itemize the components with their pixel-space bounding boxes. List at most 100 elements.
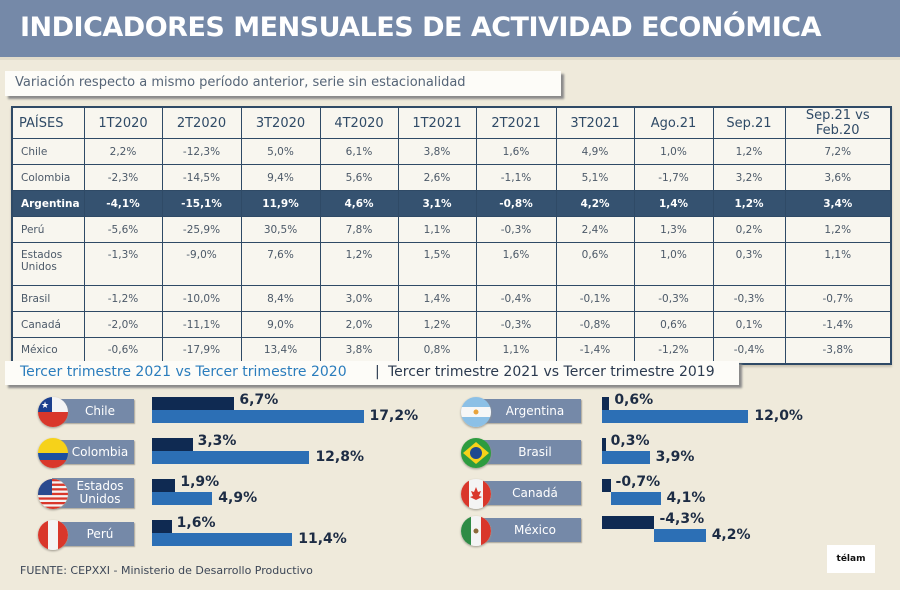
value-cell: -0,3% bbox=[475, 311, 557, 338]
argentina-flag bbox=[461, 397, 491, 427]
value-cell: 5,1% bbox=[555, 164, 635, 191]
value-cell: -3,8% bbox=[784, 337, 892, 364]
label-vs-2019: 1,9% bbox=[180, 474, 220, 490]
bar-vs-2019 bbox=[602, 516, 655, 529]
label-vs-2019: 0,3% bbox=[610, 433, 650, 449]
chile-flag: ★ bbox=[38, 397, 68, 427]
value-cell: 3,8% bbox=[397, 138, 477, 165]
value-cell: 1,1% bbox=[784, 242, 892, 286]
value-cell: -10,0% bbox=[161, 285, 242, 312]
bar-vs-2020 bbox=[654, 529, 706, 542]
value-cell: -11,1% bbox=[161, 311, 242, 338]
bar-vs-2020 bbox=[152, 410, 364, 423]
value-cell: 3,0% bbox=[319, 285, 399, 312]
value-cell: 1,5% bbox=[397, 242, 477, 286]
value-cell: -0,3% bbox=[712, 285, 786, 312]
value-cell: 7,6% bbox=[240, 242, 321, 286]
bar-vs-2019 bbox=[602, 397, 610, 410]
value-cell: 1,2% bbox=[319, 242, 399, 286]
bar-vs-2020 bbox=[152, 492, 213, 505]
value-cell: -4,1% bbox=[83, 190, 163, 217]
value-cell: -14,5% bbox=[161, 164, 242, 191]
value-cell: 13,4% bbox=[240, 337, 321, 364]
value-cell: 0,8% bbox=[397, 337, 477, 364]
value-cell: 1,3% bbox=[633, 216, 714, 243]
column-header: 1T2020 bbox=[83, 106, 163, 139]
country-label: México bbox=[475, 518, 581, 542]
column-header: 4T2020 bbox=[319, 106, 399, 139]
value-cell: -0,7% bbox=[784, 285, 892, 312]
value-cell: -1,2% bbox=[83, 285, 163, 312]
bar-vs-2020 bbox=[602, 451, 650, 464]
value-cell: -0,4% bbox=[475, 285, 557, 312]
country-label: Canadá bbox=[475, 481, 581, 505]
table-row: Chile 2,2% -12,3% 5,0% 6,1% 3,8% 1,6% 4,9% 1,0% 1… bbox=[11, 138, 892, 165]
value-cell: 3,8% bbox=[319, 337, 399, 364]
value-cell: -1,7% bbox=[633, 164, 714, 191]
value-cell: 0,6% bbox=[555, 242, 635, 286]
bar-vs-2020 bbox=[152, 451, 310, 464]
value-cell: -0,6% bbox=[83, 337, 163, 364]
value-cell: 1,2% bbox=[397, 311, 477, 338]
chart-section-title: Tercer trimestre 2021 vs Tercer trimestr… bbox=[5, 361, 739, 385]
label-vs-2020: 4,2% bbox=[711, 527, 751, 543]
value-cell: 1,6% bbox=[475, 242, 557, 286]
page-title: INDICADORES MENSUALES DE ACTIVIDAD ECONÓ… bbox=[20, 12, 821, 43]
value-cell: -17,9% bbox=[161, 337, 242, 364]
value-cell: -15,1% bbox=[161, 190, 242, 217]
table-row: Canadá -2,0% -11,1% 9,0% 2,0% 1,2% -0,3% -0,8% 0… bbox=[11, 311, 892, 338]
colombia-flag bbox=[38, 438, 68, 468]
value-cell: 3,4% bbox=[784, 190, 892, 217]
table-row: Colombia -2,3% -14,5% 9,4% 5,6% 2,6% -1,1% 5,1%… bbox=[11, 164, 892, 191]
value-cell: 0,6% bbox=[633, 311, 714, 338]
column-header: 3T2021 bbox=[555, 106, 635, 139]
bar-vs-2020 bbox=[152, 533, 293, 546]
country-label: Brasil bbox=[475, 440, 581, 464]
country-cell: Chile bbox=[11, 138, 85, 165]
value-cell: 7,8% bbox=[319, 216, 399, 243]
value-cell: -1,1% bbox=[475, 164, 557, 191]
value-cell: 1,1% bbox=[397, 216, 477, 243]
value-cell: 2,2% bbox=[83, 138, 163, 165]
value-cell: -25,9% bbox=[161, 216, 242, 243]
value-cell: 4,2% bbox=[555, 190, 635, 217]
label-vs-2019: 1,6% bbox=[176, 515, 216, 531]
value-cell: 5,6% bbox=[319, 164, 399, 191]
value-cell: -1,4% bbox=[555, 337, 635, 364]
canada-flag bbox=[461, 479, 491, 509]
label-vs-2020: 12,8% bbox=[315, 449, 365, 465]
peru-flag bbox=[38, 520, 68, 550]
value-cell: 3,1% bbox=[397, 190, 477, 217]
value-cell: -1,4% bbox=[784, 311, 892, 338]
value-cell: -0,8% bbox=[555, 311, 635, 338]
column-header: 3T2020 bbox=[240, 106, 321, 139]
value-cell: -0,8% bbox=[475, 190, 557, 217]
value-cell: -9,0% bbox=[161, 242, 242, 286]
column-header: 1T2021 bbox=[397, 106, 477, 139]
country-cell: México bbox=[11, 337, 85, 364]
value-cell: 30,5% bbox=[240, 216, 321, 243]
value-cell: -1,3% bbox=[83, 242, 163, 286]
value-cell: 7,2% bbox=[784, 138, 892, 165]
value-cell: 3,6% bbox=[784, 164, 892, 191]
value-cell: 4,9% bbox=[555, 138, 635, 165]
label-vs-2019: 0,6% bbox=[614, 392, 654, 408]
table-row: Brasil -1,2% -10,0% 8,4% 3,0% 1,4% -0,4% -0,1% -… bbox=[11, 285, 892, 312]
value-cell: 9,0% bbox=[240, 311, 321, 338]
column-header: Sep.21 bbox=[712, 106, 786, 139]
value-cell: 1,1% bbox=[475, 337, 557, 364]
label-vs-2019: 6,7% bbox=[239, 392, 279, 408]
legend-vs-2019: Tercer trimestre 2021 vs Tercer trimestr… bbox=[388, 364, 715, 380]
bar-vs-2019 bbox=[152, 438, 193, 451]
header-banner: INDICADORES MENSUALES DE ACTIVIDAD ECONÓ… bbox=[0, 0, 900, 60]
svg-text:★: ★ bbox=[41, 401, 49, 411]
value-cell: 1,2% bbox=[712, 190, 786, 217]
value-cell: -5,6% bbox=[83, 216, 163, 243]
value-cell: 1,4% bbox=[397, 285, 477, 312]
table-row: Perú -5,6% -25,9% 30,5% 7,8% 1,1% -0,3% 2,4% 1,3… bbox=[11, 216, 892, 243]
bar-vs-2019 bbox=[602, 438, 606, 451]
value-cell: -0,3% bbox=[633, 285, 714, 312]
label-vs-2019: -4,3% bbox=[659, 511, 705, 527]
legend-vs-2020: Tercer trimestre 2021 vs Tercer trimestr… bbox=[20, 364, 347, 380]
value-cell: 1,2% bbox=[712, 138, 786, 165]
